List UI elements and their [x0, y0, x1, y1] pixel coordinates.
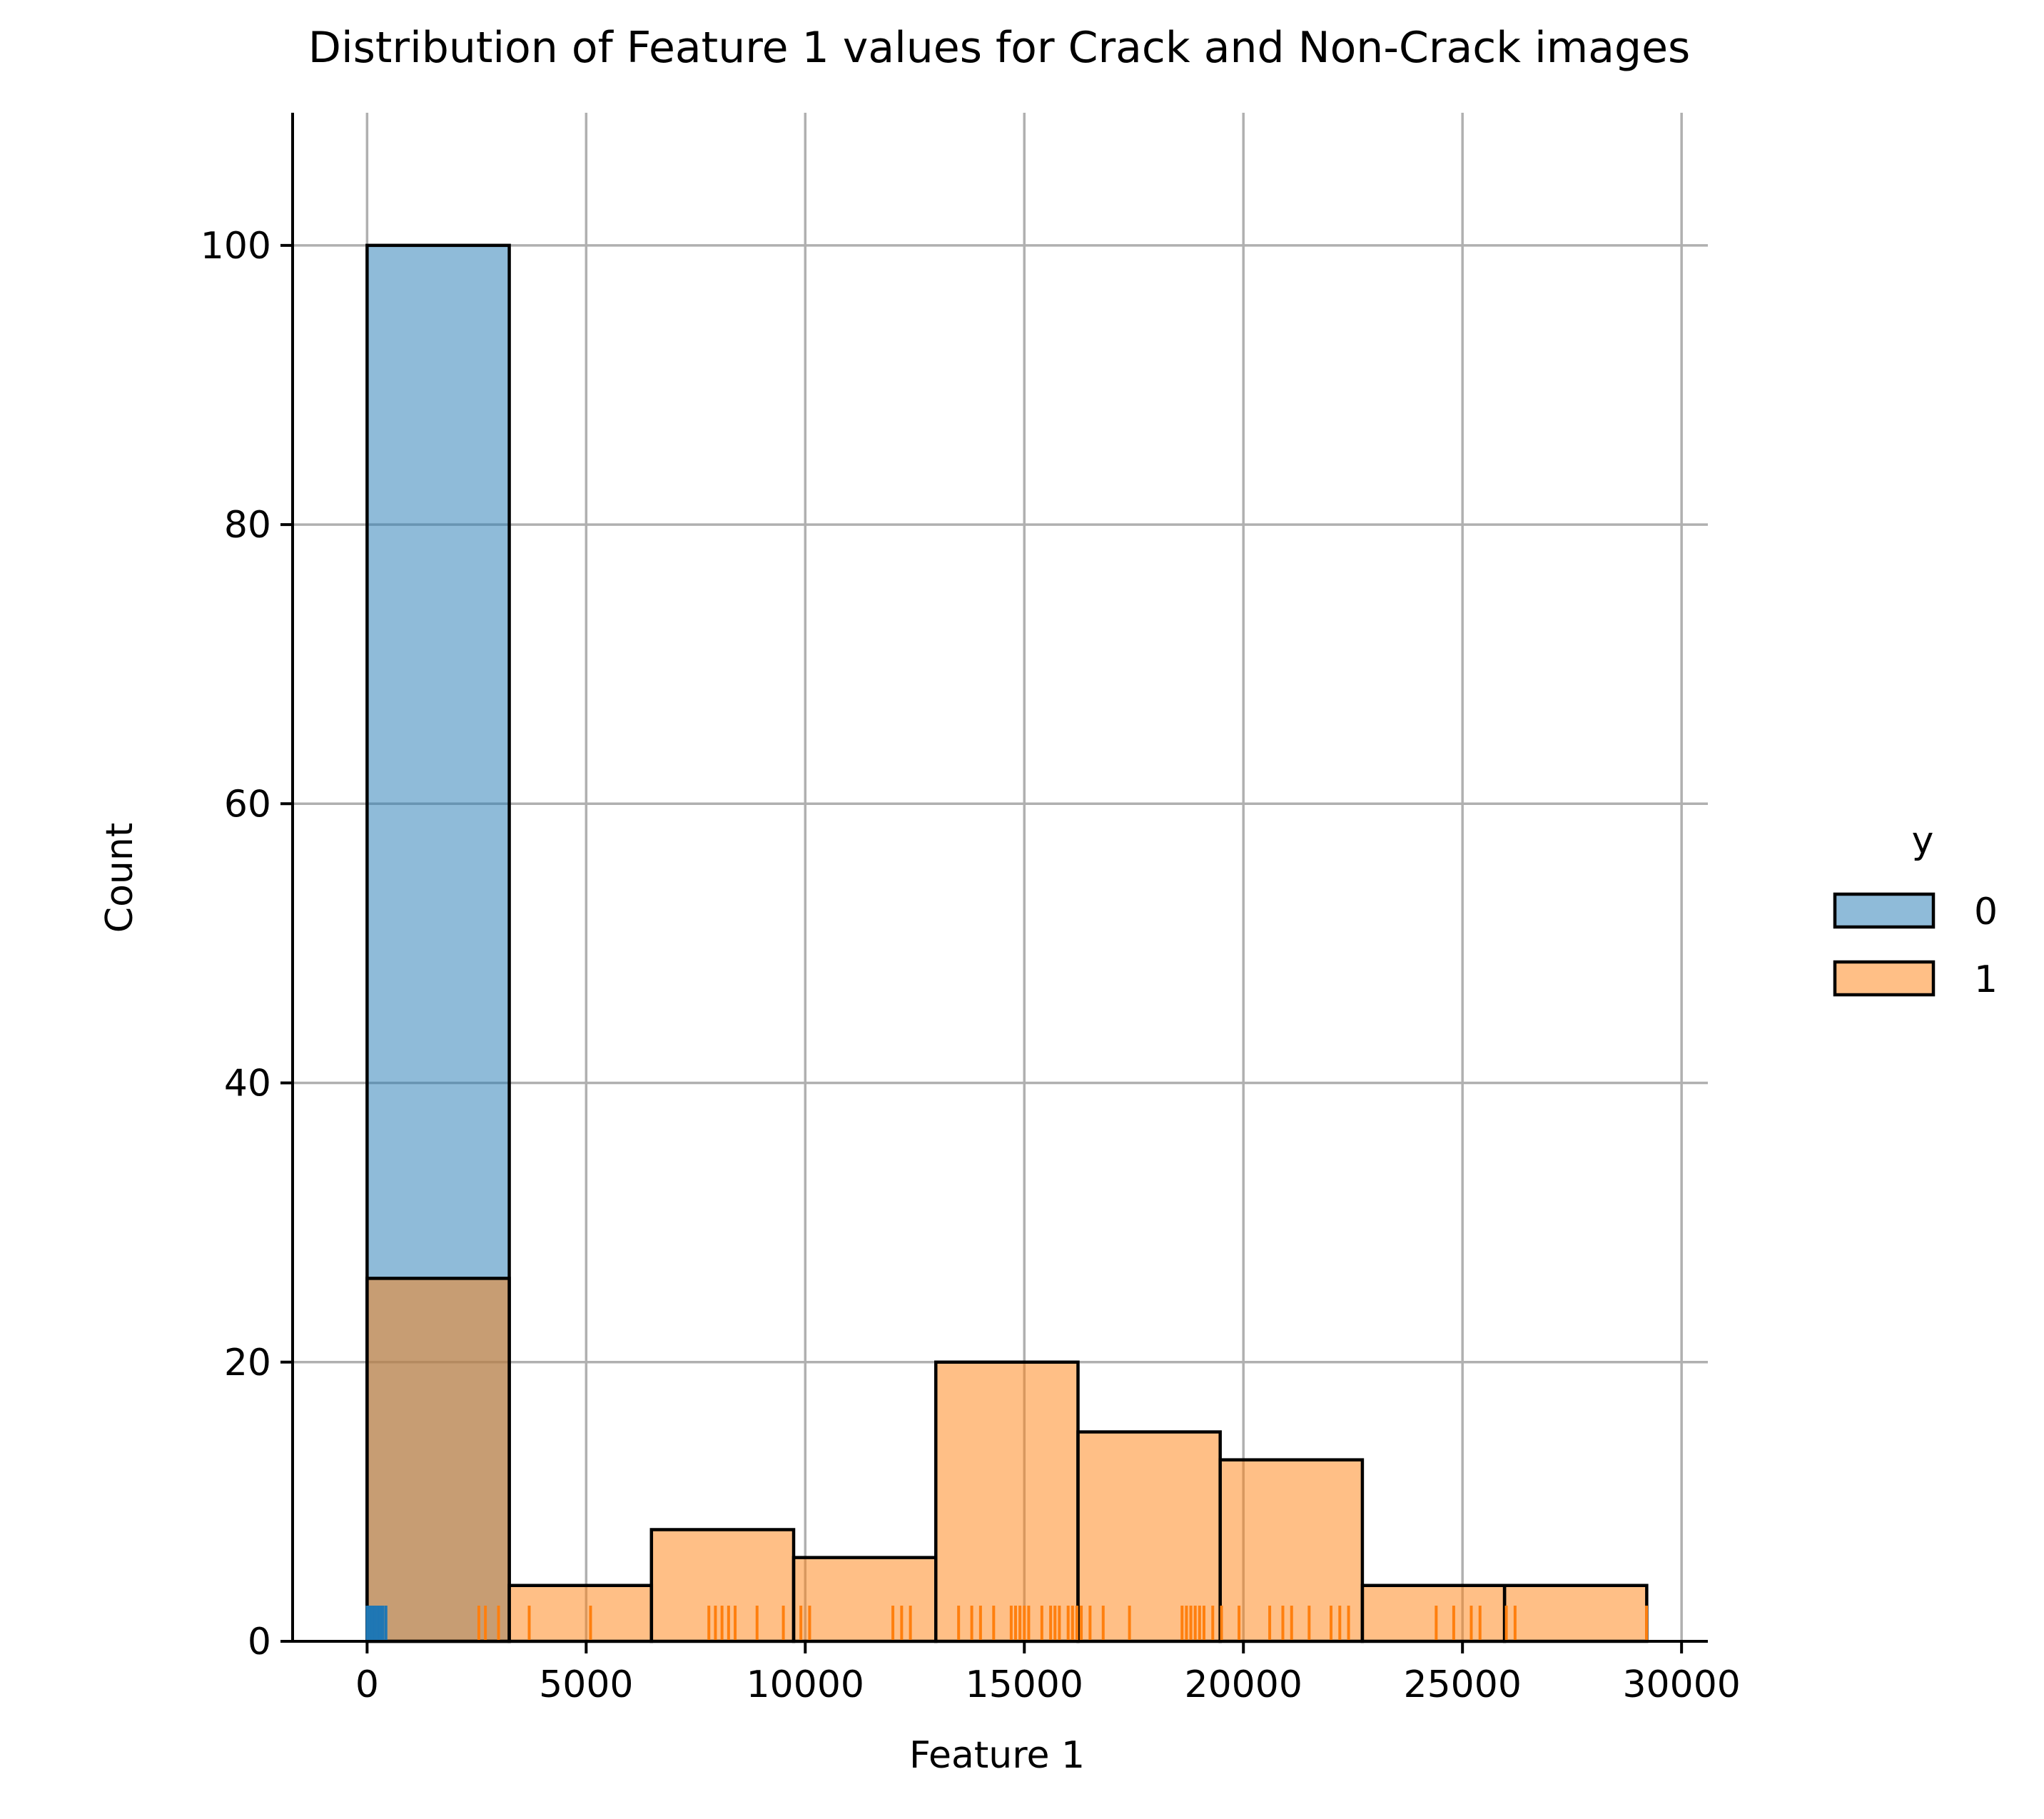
y-tick-label: 40 [224, 1063, 271, 1105]
legend: y 0 1 [1833, 819, 1998, 1001]
tick-labels: 0 5000 10000 15000 20000 25000 30000 0 20 40 60 80 1… [201, 225, 1741, 1706]
x-tick-label: 15000 [966, 1663, 1083, 1706]
legend-title: y [1912, 819, 1934, 862]
bar-series-1-bin-0 [365, 1277, 511, 1643]
chart-title: Distribution of Feature 1 values for Cra… [308, 23, 1691, 73]
x-tick-label: 5000 [539, 1663, 633, 1706]
legend-label-0: 0 [1974, 891, 1998, 933]
x-tick-label: 25000 [1403, 1663, 1521, 1706]
y-tick-label: 0 [248, 1621, 271, 1663]
x-tick-label: 30000 [1622, 1663, 1740, 1706]
legend-swatch-1 [1833, 960, 1936, 997]
y-tick-label: 20 [224, 1342, 271, 1384]
bar-series-1-bin-8 [1502, 1584, 1649, 1643]
x-axis-label: Feature 1 [909, 1734, 1085, 1777]
grid-lines [293, 113, 1708, 1643]
rug-marks [365, 1606, 1649, 1641]
y-tick-label: 60 [224, 783, 271, 826]
axes [291, 113, 1708, 1643]
legend-label-1: 1 [1974, 958, 1998, 1001]
y-tick-label: 80 [224, 504, 271, 547]
bar-series-1-bin-4 [934, 1360, 1080, 1643]
y-tick-label: 100 [201, 225, 271, 268]
bar-series-1-bin-3 [791, 1556, 938, 1643]
legend-swatch-0 [1833, 892, 1936, 929]
x-tick-label: 0 [355, 1663, 379, 1706]
bar-series-1-bin-7 [1360, 1584, 1507, 1643]
x-tick-label: 20000 [1185, 1663, 1302, 1706]
histogram-bars [365, 243, 1649, 1643]
y-axis-label: Count [98, 823, 141, 933]
x-tick-label: 10000 [747, 1663, 864, 1706]
